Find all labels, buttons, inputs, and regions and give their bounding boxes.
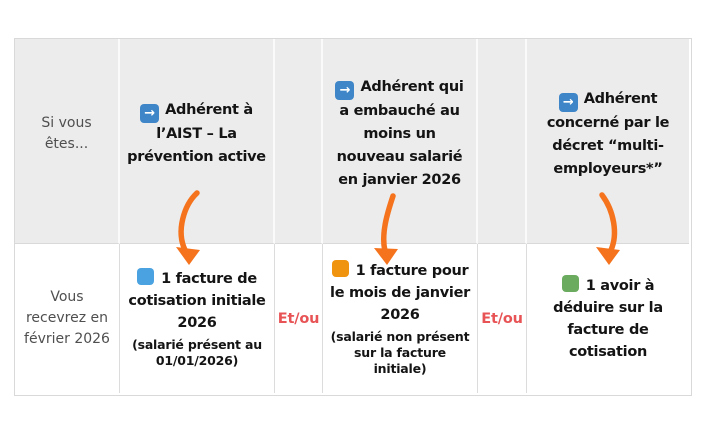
- header-cell-multi-employers: → Adhérent concerné par le décret “multi-…: [527, 39, 689, 244]
- header-cell-new-hire: → Adhérent qui a embauché au moins un nou…: [323, 39, 478, 244]
- conditions-label: Si vous êtes...: [41, 115, 92, 152]
- arrow-right-badge-icon: →: [140, 104, 160, 123]
- result-cell-credit: 1 avoir à déduire sur la facture de coti…: [527, 244, 689, 393]
- result-cell-january-invoice: 1 facture pour le mois de janvier 2026 (…: [323, 244, 478, 393]
- orange-square-icon: [331, 260, 349, 277]
- connector-cell-2: Et/ou: [478, 244, 527, 393]
- row-label-results: Vous recevrez en février 2026: [15, 244, 120, 393]
- header-spacer-1: [275, 39, 323, 244]
- header-text-aist-member: → Adhérent à l’AIST – La prévention activ…: [126, 99, 267, 169]
- result-text-credit: 1 avoir à déduire sur la facture de coti…: [532, 274, 684, 363]
- result-text-january-invoice: 1 facture pour le mois de janvier 2026 (…: [328, 260, 472, 377]
- billing-table: Si vous êtes... → Adhérent à l’AIST – La …: [14, 38, 692, 396]
- result-label: 1 avoir à déduire sur la facture de coti…: [553, 277, 663, 360]
- result-label: 1 facture pour le mois de janvier 2026: [330, 263, 470, 323]
- header-text-new-hire: → Adhérent qui a embauché au moins un nou…: [329, 76, 470, 192]
- arrow-right-badge-icon: →: [558, 92, 578, 112]
- result-note: (salarié présent au 01/01/2026): [132, 337, 262, 368]
- etou-label: Et/ou: [277, 310, 320, 327]
- result-text-initial-invoice: 1 facture de cotisation initiale 2026 (s…: [125, 268, 269, 369]
- header-cell-aist-member: → Adhérent à l’AIST – La prévention activ…: [120, 39, 275, 244]
- row-label-conditions: Si vous êtes...: [15, 39, 120, 244]
- blue-square-icon: [137, 268, 155, 285]
- result-note: (salarié non présent sur la facture init…: [330, 329, 470, 376]
- header-spacer-2: [478, 39, 527, 244]
- header-label: Adhérent à l’AIST – La prévention active: [127, 102, 266, 165]
- arrow-right-badge-icon: →: [335, 81, 355, 100]
- result-label: 1 facture de cotisation initiale 2026: [128, 271, 266, 331]
- header-label: Adhérent concerné par le décret “multi-e…: [546, 90, 670, 177]
- result-cell-initial-invoice: 1 facture de cotisation initiale 2026 (s…: [120, 244, 275, 393]
- green-square-icon: [561, 274, 579, 292]
- header-label: Adhérent qui a embauché au moins un nouv…: [336, 79, 464, 188]
- etou-label: Et/ou: [481, 310, 523, 327]
- connector-cell-1: Et/ou: [275, 244, 323, 393]
- header-text-multi-employers: → Adhérent concerné par le décret “multi-…: [533, 88, 683, 181]
- results-label: Vous recevrez en février 2026: [24, 289, 110, 347]
